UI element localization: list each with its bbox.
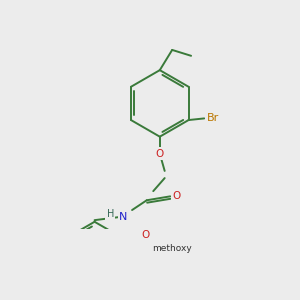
Text: O: O [156, 148, 164, 159]
Text: O: O [141, 230, 150, 240]
Text: N: N [119, 212, 128, 222]
Text: H: H [106, 209, 114, 219]
Text: methoxy: methoxy [152, 244, 191, 253]
Text: O: O [172, 191, 181, 201]
Text: Br: Br [207, 113, 219, 123]
